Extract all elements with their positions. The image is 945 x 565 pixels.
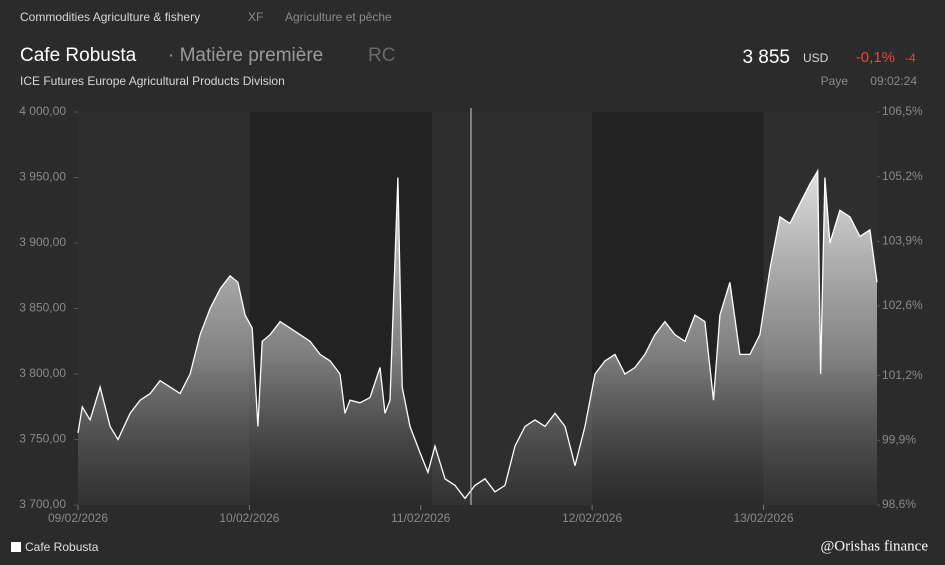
change-pct: -0,1% xyxy=(856,49,895,66)
breadcrumb[interactable]: Commodities Agriculture & fishery xyxy=(20,10,200,24)
area-fill xyxy=(78,170,877,505)
y-tick-label: 3 950,00 xyxy=(19,170,66,184)
price-line xyxy=(77,168,878,500)
x-tick-label: 10/02/2026 xyxy=(219,511,279,525)
y-tick-label: 4 000,00 xyxy=(19,104,66,118)
x-tick-label: 12/02/2026 xyxy=(562,511,622,525)
price: 3 855 xyxy=(742,47,790,68)
y-tick-label: 3 700,00 xyxy=(19,497,66,511)
x-tick-label: 11/02/2026 xyxy=(391,511,450,525)
instrument-kind: · Matière première xyxy=(168,45,323,66)
x-tick-label: 13/02/2026 xyxy=(733,511,793,525)
change: -4 xyxy=(905,51,916,65)
x-tick-label: 09/02/2026 xyxy=(48,511,108,525)
y-tick-label: 3 750,00 xyxy=(19,432,66,446)
y-tick-label: 3 800,00 xyxy=(19,366,66,380)
y2-tick-label: 99,9% xyxy=(882,433,916,447)
y-tick-label: 3 850,00 xyxy=(19,301,66,315)
watermark: @Orishas finance xyxy=(820,538,928,554)
status: Paye xyxy=(821,74,849,88)
time: 09:02:24 xyxy=(870,74,917,88)
ticker: RC xyxy=(368,45,395,66)
legend-label: Cafe Robusta xyxy=(25,540,99,554)
instrument-name: Cafe Robusta xyxy=(20,45,137,66)
y-tick-label: 3 900,00 xyxy=(19,235,66,249)
exchange: ICE Futures Europe Agricultural Products… xyxy=(20,74,285,88)
y2-tick-label: 106,5% xyxy=(882,104,923,118)
y2-tick-label: 105,2% xyxy=(882,169,923,183)
y2-tick-label: 103,9% xyxy=(882,234,923,248)
y2-tick-label: 102,6% xyxy=(882,298,923,312)
y2-tick-label: 101,2% xyxy=(882,368,923,382)
legend-swatch xyxy=(11,542,21,552)
y2-tick-label: 98,6% xyxy=(882,497,916,511)
plot-area: 3 700,00 3 750,00 3 800,00 3 850,00 3 900,00… xyxy=(11,104,923,554)
currency: USD xyxy=(803,51,829,65)
code[interactable]: XF xyxy=(248,10,263,24)
category[interactable]: Agriculture et pêche xyxy=(285,10,392,24)
